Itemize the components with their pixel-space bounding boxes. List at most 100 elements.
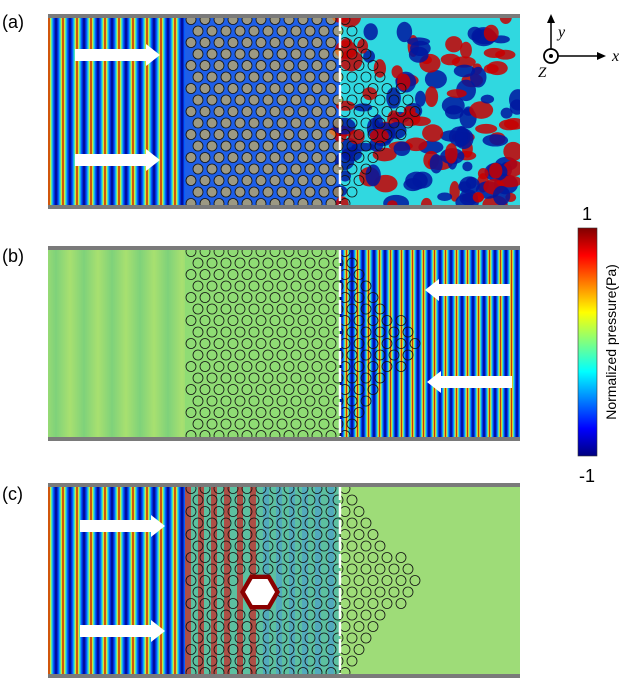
scatterer [227, 529, 239, 540]
scatterer [227, 506, 239, 517]
scatterer [199, 552, 211, 563]
scatterer [255, 83, 267, 94]
scatterer [248, 609, 260, 621]
scatterer [353, 37, 365, 48]
scatterer [367, 60, 379, 71]
scatterer [360, 303, 372, 315]
scatterer [318, 117, 330, 129]
field-blob [489, 162, 503, 179]
scatterer [346, 186, 358, 198]
scatterer [367, 575, 379, 586]
scatterer [227, 667, 239, 675]
scatterer [353, 152, 365, 163]
scatterer [276, 494, 288, 506]
scatterer [206, 632, 218, 644]
scatterer [185, 407, 197, 418]
scatterer [185, 269, 197, 280]
field-blob [469, 101, 494, 119]
scatterer [304, 25, 316, 37]
scatterer [213, 17, 225, 25]
scatterer [290, 349, 302, 361]
scatterer [276, 280, 288, 292]
scatterer [304, 632, 316, 644]
scatterer [234, 609, 246, 621]
scatterer [220, 326, 232, 338]
scatterer [325, 430, 337, 438]
scatterer [199, 198, 211, 206]
scatterer [199, 152, 211, 163]
scatterer [213, 198, 225, 206]
scatterer [199, 506, 211, 517]
scatterer [206, 25, 218, 37]
scatterer [199, 129, 211, 140]
scatterer [276, 632, 288, 644]
field-blob [405, 171, 428, 190]
scatterer [206, 257, 218, 269]
scatterer [360, 586, 372, 598]
scatterer [325, 17, 337, 25]
scatterer [227, 575, 239, 586]
scatterer [290, 117, 302, 129]
scatterer [213, 361, 225, 372]
scatterer [213, 60, 225, 71]
scatterer [297, 384, 309, 395]
scatterer [346, 303, 358, 315]
scatterer [234, 25, 246, 37]
scatterer [255, 60, 267, 71]
scatterer [304, 48, 316, 60]
scatterer [409, 106, 421, 117]
scatterer [206, 349, 218, 361]
scatterer [262, 186, 274, 198]
scatterer [346, 117, 358, 129]
scatterer [283, 598, 295, 609]
scatterer [283, 361, 295, 372]
scatterer [241, 152, 253, 163]
scatterer [213, 384, 225, 395]
scatterer [241, 407, 253, 418]
scatterer [276, 117, 288, 129]
scatterer [283, 575, 295, 586]
scatterer [227, 338, 239, 349]
scatterer [311, 129, 323, 140]
scatterer [318, 280, 330, 292]
scatterer [227, 644, 239, 655]
scatterer [192, 326, 204, 338]
scatterer [290, 517, 302, 529]
scatterer [318, 257, 330, 269]
scatterer [332, 655, 344, 667]
scatterer [283, 83, 295, 94]
scatterer [311, 338, 323, 349]
scatterer [283, 529, 295, 540]
field-blob [467, 26, 483, 41]
colorbar: 1 -1 Normalized pressure(Pa) [577, 204, 619, 486]
scatterer [318, 186, 330, 198]
scatterer [199, 175, 211, 186]
scatterer [192, 563, 204, 575]
scatterer [213, 575, 225, 586]
scatterer [311, 269, 323, 280]
scatterer [332, 71, 344, 83]
scatterer [262, 140, 274, 152]
arrow [75, 44, 160, 66]
scatterer [353, 644, 365, 655]
scatterer [353, 361, 365, 372]
scatterer [220, 632, 232, 644]
scatterer [290, 257, 302, 269]
scatterer [241, 106, 253, 117]
scatterer [248, 48, 260, 60]
scatterer [304, 117, 316, 129]
scatterer [241, 292, 253, 303]
waveguide-wall [48, 14, 520, 18]
scatterer [325, 361, 337, 372]
scatterer [297, 644, 309, 655]
scatterer [234, 349, 246, 361]
field-blob [455, 125, 468, 147]
scatterer [332, 418, 344, 430]
scatterer [290, 94, 302, 106]
scatterer [311, 175, 323, 186]
field-stripe [224, 486, 230, 675]
scatterer [241, 269, 253, 280]
scatterer [381, 83, 393, 94]
scatterer [262, 349, 274, 361]
scatterer [206, 372, 218, 384]
